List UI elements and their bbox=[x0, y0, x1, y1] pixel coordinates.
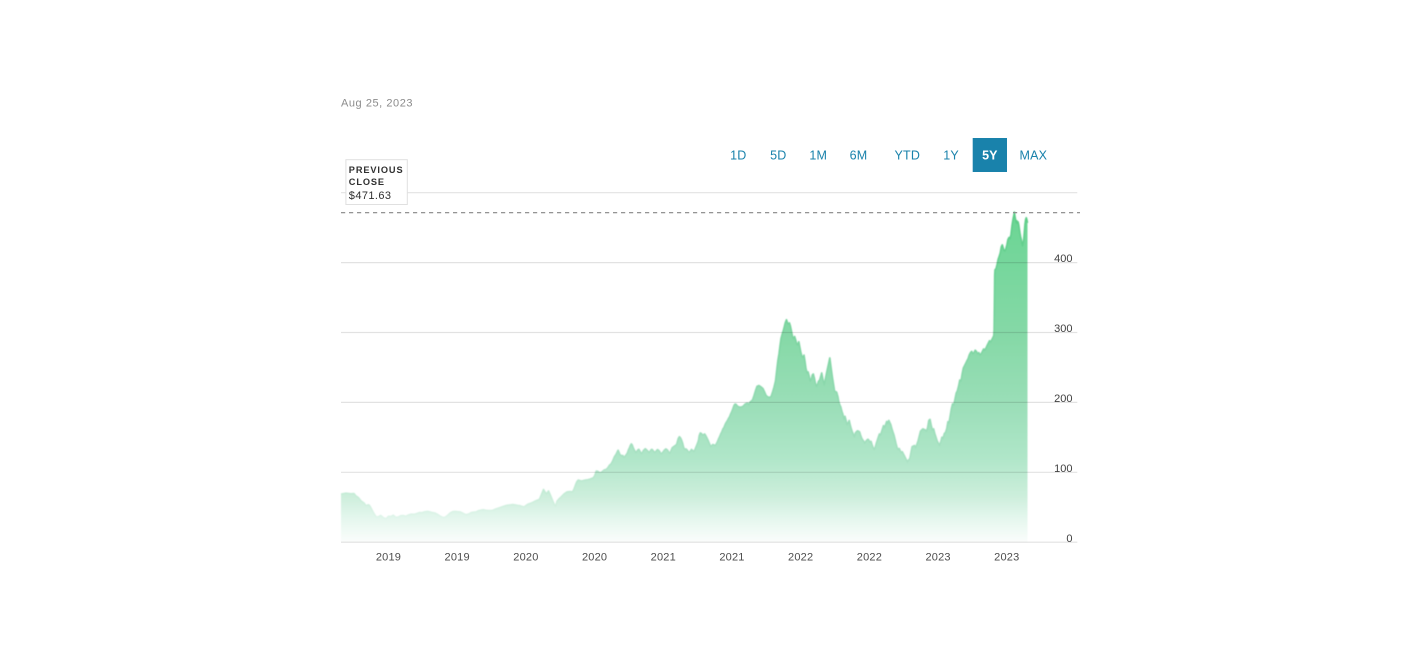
svg-text:300: 300 bbox=[1054, 323, 1072, 335]
svg-text:2022: 2022 bbox=[857, 552, 882, 564]
svg-text:CLOSE: CLOSE bbox=[349, 177, 385, 187]
svg-text:2019: 2019 bbox=[445, 552, 470, 564]
svg-text:5D: 5D bbox=[770, 149, 786, 163]
svg-text:1M: 1M bbox=[809, 149, 827, 163]
svg-text:5Y: 5Y bbox=[982, 148, 998, 162]
svg-text:200: 200 bbox=[1054, 393, 1072, 405]
svg-text:$471.63: $471.63 bbox=[349, 190, 392, 202]
svg-text:YTD: YTD bbox=[894, 149, 920, 163]
svg-text:2023: 2023 bbox=[925, 552, 950, 564]
svg-text:400: 400 bbox=[1054, 253, 1072, 265]
svg-text:1D: 1D bbox=[730, 149, 746, 163]
svg-text:2022: 2022 bbox=[788, 552, 813, 564]
svg-text:1Y: 1Y bbox=[943, 149, 959, 163]
svg-text:0: 0 bbox=[1066, 533, 1072, 545]
svg-text:2021: 2021 bbox=[651, 552, 676, 564]
svg-text:2020: 2020 bbox=[582, 552, 607, 564]
svg-text:2020: 2020 bbox=[513, 552, 538, 564]
svg-text:PREVIOUS: PREVIOUS bbox=[349, 165, 404, 175]
svg-text:2021: 2021 bbox=[719, 552, 744, 564]
svg-text:2019: 2019 bbox=[376, 552, 401, 564]
svg-text:Aug 25, 2023: Aug 25, 2023 bbox=[341, 97, 413, 109]
svg-text:2023: 2023 bbox=[994, 552, 1019, 564]
svg-text:100: 100 bbox=[1054, 463, 1072, 475]
svg-text:MAX: MAX bbox=[1019, 149, 1047, 163]
svg-text:6M: 6M bbox=[850, 149, 868, 163]
